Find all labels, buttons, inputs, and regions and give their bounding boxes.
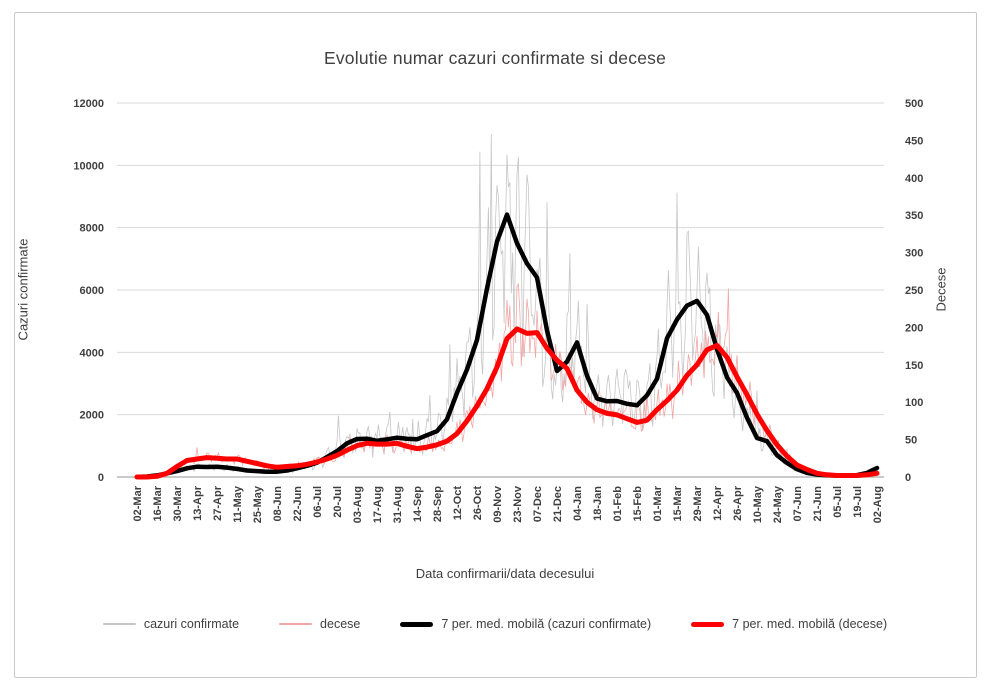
legend-item-cazuri-confirmate: cazuri confirmate xyxy=(102,617,240,631)
x-axis-tick-label: 12-Apr xyxy=(712,485,724,521)
x-axis-tick-label: 15-Mar xyxy=(672,485,684,521)
legend-swatch-thin-pink-line xyxy=(279,623,313,625)
x-axis-tick-label: 01-Mar xyxy=(652,485,664,521)
legend-label: cazuri confirmate xyxy=(143,617,240,631)
x-axis-tick-label: 27-Apr xyxy=(212,485,224,521)
x-axis-tick-label: 03-Aug xyxy=(352,486,364,523)
x-axis-tick-label: 12-Oct xyxy=(452,486,464,521)
y-axis-left-tick-label: 0 xyxy=(98,472,104,484)
x-axis-tick-label: 04-Jan xyxy=(572,486,584,521)
legend-label: 7 per. med. mobilă (decese) xyxy=(732,617,888,631)
y-axis-left-tick-label: 4000 xyxy=(80,347,104,359)
tick-labels: 0 2000 4000 6000 8000 10000 12000 0 50 100 150 200 2… xyxy=(73,98,923,523)
chart-frame xyxy=(14,12,977,678)
y-axis-left-tick-label: 12000 xyxy=(73,98,104,110)
y-axis-left-tick-label: 2000 xyxy=(80,410,104,422)
y-axis-right-tick-label: 50 xyxy=(905,435,917,447)
x-axis-tick-label: 08-Jun xyxy=(272,486,284,522)
x-axis-title: Data confirmarii/data decesului xyxy=(415,566,595,581)
x-axis-tick-label: 05-Jul xyxy=(832,486,844,518)
y-axis-right-tick-label: 300 xyxy=(905,248,923,260)
y-axis-right-tick-label: 450 xyxy=(905,135,923,147)
y-axis-left-tick-label: 6000 xyxy=(80,285,104,297)
x-axis-tick-label: 21-Jun xyxy=(812,486,824,522)
legend-label: 7 per. med. mobilă (cazuri confirmate) xyxy=(441,617,652,631)
x-axis-tick-label: 10-May xyxy=(752,485,764,523)
x-axis-tick-label: 15-Feb xyxy=(632,486,644,522)
y-axis-right-tick-label: 0 xyxy=(905,472,911,484)
series-daily-deaths xyxy=(137,283,878,478)
y-axis-right-tick-label: 200 xyxy=(905,322,923,334)
x-axis-tick-label: 09-Nov xyxy=(492,485,504,523)
legend: cazuri confirmate decese 7 per. med. mob… xyxy=(15,617,975,631)
y-axis-left-tick-label: 8000 xyxy=(80,223,104,235)
x-axis-tick-label: 22-Jun xyxy=(292,486,304,522)
x-axis-tick-label: 07-Dec xyxy=(532,486,544,522)
y-axis-right-tick-label: 350 xyxy=(905,210,923,222)
x-axis-tick-label: 01-Feb xyxy=(612,486,624,522)
y-axis-right-tick-label: 250 xyxy=(905,285,923,297)
y-axis-right-tick-label: 400 xyxy=(905,173,923,185)
x-axis-tick-label: 02-Aug xyxy=(872,486,884,523)
x-axis-tick-label: 11-May xyxy=(232,485,244,523)
legend-item-ma-decese: 7 per. med. mobilă (decese) xyxy=(691,617,887,631)
legend-swatch-thick-black-line xyxy=(400,621,434,627)
x-axis-tick-label: 06-Jul xyxy=(312,486,324,518)
x-axis-tick-label: 26-Oct xyxy=(472,486,484,521)
x-axis-tick-label: 18-Jan xyxy=(592,486,604,521)
x-axis-tick-label: 25-May xyxy=(252,485,264,523)
y-axis-left-tick-label: 10000 xyxy=(73,160,104,172)
x-axis-tick-label: 28-Sep xyxy=(432,486,444,522)
x-axis-tick-label: 07-Jun xyxy=(792,486,804,522)
x-axis-tick-label: 24-May xyxy=(772,485,784,523)
legend-swatch-thin-gray-line xyxy=(102,623,136,625)
x-axis-tick-label: 14-Sep xyxy=(412,486,424,522)
legend-label: decese xyxy=(320,617,361,631)
y-axis-right-tick-label: 100 xyxy=(905,397,923,409)
x-axis-tick-label: 31-Aug xyxy=(392,486,404,523)
series-lines xyxy=(134,134,880,480)
legend-item-decese: decese xyxy=(279,617,360,631)
series-ma-deaths xyxy=(134,326,880,480)
legend-swatch-thick-red-line xyxy=(691,621,725,627)
x-axis-tick-label: 17-Aug xyxy=(372,486,384,523)
x-axis-tick-label: 29-Mar xyxy=(692,485,704,521)
gridlines xyxy=(117,102,884,478)
x-axis-tick-label: 02-Mar xyxy=(132,485,144,521)
y-axis-right-tick-label: 500 xyxy=(905,98,923,110)
x-axis-tick-label: 23-Nov xyxy=(512,485,524,523)
x-axis-tick-label: 21-Dec xyxy=(552,486,564,522)
y-axis-right-tick-label: 150 xyxy=(905,360,923,372)
x-axis-tick-label: 26-Apr xyxy=(732,485,744,521)
series-ma-cases xyxy=(134,212,880,480)
legend-item-ma-cazuri: 7 per. med. mobilă (cazuri confirmate) xyxy=(400,617,651,631)
x-axis-tick-label: 16-Mar xyxy=(152,485,164,521)
x-axis-tick-label: 30-Mar xyxy=(172,485,184,521)
chart-title: Evolutie numar cazuri confirmate si dece… xyxy=(323,48,667,68)
x-axis-tick-label: 19-Jul xyxy=(852,486,864,518)
x-axis-tick-label: 20-Jul xyxy=(332,486,344,518)
x-axis-tick-label: 13-Apr xyxy=(192,485,204,521)
